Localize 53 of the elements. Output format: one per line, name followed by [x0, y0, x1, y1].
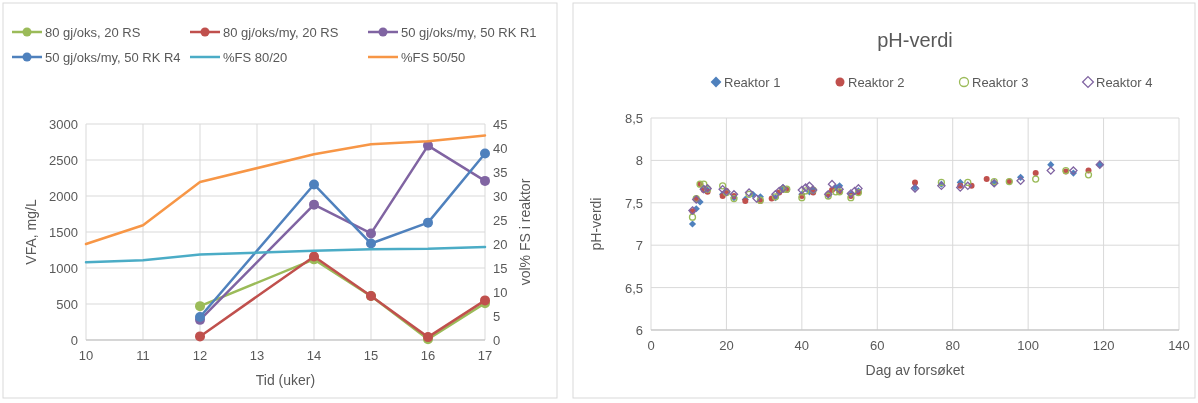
- y-tick-label: 6: [635, 323, 643, 338]
- legend-label: Reaktor 1: [724, 75, 781, 90]
- y2-tick-label: 45: [493, 117, 508, 132]
- x-tick-label: 14: [306, 348, 322, 363]
- x-tick-label: 16: [420, 348, 436, 363]
- y2-tick-label: 5: [493, 309, 501, 324]
- chart-title: pH-verdi: [877, 29, 953, 51]
- x-tick-label: 60: [870, 338, 885, 353]
- x-tick-label: 20: [719, 338, 734, 353]
- legend-label: Reaktor 3: [972, 75, 1029, 90]
- legend-label: 50 gj/oks/my, 50 RK R1: [401, 25, 537, 40]
- y-tick-label: 3000: [49, 117, 78, 132]
- x-tick-label: 17: [477, 348, 493, 363]
- legend-label: 50 gj/oks/my, 50 RK R4: [45, 50, 181, 65]
- x-axis-title: Tid (uker): [255, 372, 316, 388]
- y2-axis-title: vol% FS i reaktor: [517, 178, 533, 286]
- y-tick-label: 2500: [49, 153, 78, 168]
- x-tick-label: 140: [1168, 338, 1190, 353]
- x-tick-label: 40: [794, 338, 810, 353]
- y-tick-label: 8,5: [624, 111, 643, 126]
- y2-tick-label: 40: [493, 141, 508, 156]
- x-tick-label: 10: [78, 348, 94, 363]
- x-tick-label: 80: [945, 338, 960, 353]
- legend-label: 80 gj/oks/my, 20 RS: [223, 25, 339, 40]
- y-axis-title: VFA, mg/L: [23, 199, 39, 265]
- legend-label: %FS 50/50: [401, 50, 466, 65]
- y2-tick-label: 25: [493, 213, 508, 228]
- legend-label: 80 gj/oks, 20 RS: [45, 25, 141, 40]
- y-tick-label: 8: [635, 153, 643, 169]
- x-tick-label: 100: [1017, 338, 1039, 353]
- x-tick-label: 15: [363, 348, 379, 363]
- y-tick-label: 7,5: [624, 195, 643, 211]
- y-tick-label: 1500: [49, 225, 78, 240]
- x-tick-label: 11: [136, 348, 150, 363]
- y2-tick-label: 30: [493, 189, 508, 204]
- legend-label: %FS 80/20: [223, 50, 288, 65]
- x-tick-label: 120: [1092, 338, 1115, 353]
- x-tick-label: 12: [192, 348, 208, 363]
- x-axis-title: Dag av forsøket: [865, 362, 965, 378]
- x-tick-label: 0: [647, 338, 655, 353]
- y-tick-label: 500: [56, 297, 78, 312]
- y2-tick-label: 35: [493, 165, 508, 180]
- y-tick-label: 7: [635, 238, 643, 254]
- y2-tick-label: 20: [493, 237, 508, 252]
- y2-tick-label: 15: [493, 261, 508, 276]
- legend-label: Reaktor 2: [848, 75, 905, 90]
- y-tick-label: 6,5: [624, 280, 643, 296]
- y-axis-title: pH-verdi: [588, 197, 604, 251]
- y-tick-label: 1000: [49, 261, 78, 276]
- y-tick-label: 2000: [49, 189, 78, 204]
- x-tick-label: 13: [249, 348, 265, 363]
- legend-label: Reaktor 4: [1096, 75, 1153, 90]
- y2-tick-label: 10: [493, 285, 508, 300]
